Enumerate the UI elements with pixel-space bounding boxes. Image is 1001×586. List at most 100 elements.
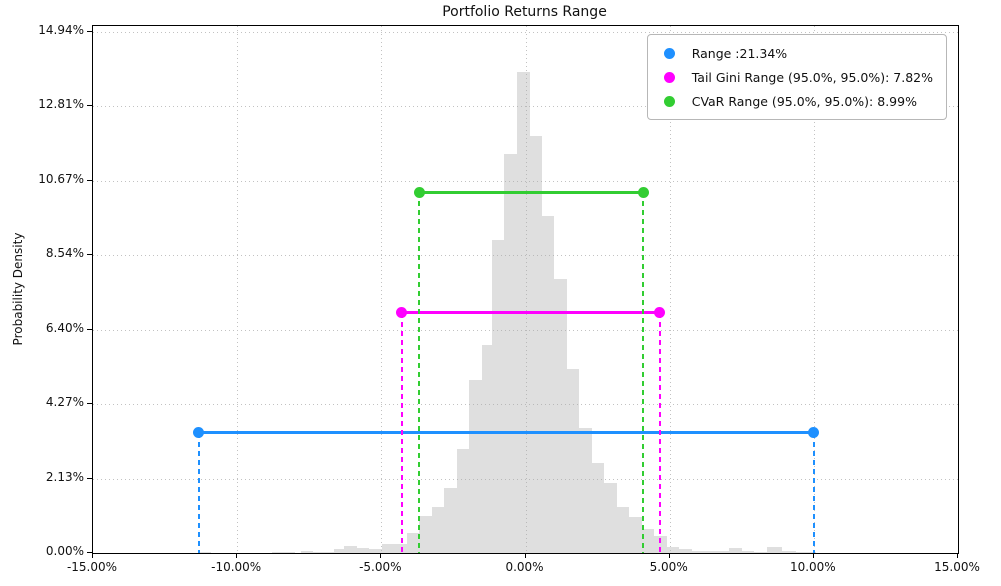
histogram-bar bbox=[591, 462, 605, 553]
cvar-vertical-dashed-line bbox=[642, 192, 645, 553]
histogram-bar bbox=[198, 551, 211, 553]
y-gridline bbox=[93, 106, 958, 108]
histogram-bar bbox=[795, 551, 809, 553]
cvar-marker-icon bbox=[637, 186, 649, 198]
histogram-bar bbox=[419, 515, 432, 553]
x-gridline bbox=[381, 26, 383, 553]
histogram-bar bbox=[381, 543, 395, 553]
legend: Range :21.34% Tail Gini Range (95.0%, 95… bbox=[646, 34, 947, 120]
histogram-bar bbox=[312, 551, 335, 553]
histogram-bar bbox=[529, 135, 542, 553]
legend-item-range: Range :21.34% bbox=[658, 41, 933, 65]
histogram-bar bbox=[579, 428, 592, 553]
y-tick-mark bbox=[87, 30, 92, 32]
x-tick-label: 10.00% bbox=[789, 560, 836, 574]
x-tick-mark bbox=[812, 553, 814, 558]
y-gridline bbox=[93, 255, 958, 257]
histogram-bar bbox=[431, 506, 445, 553]
y-gridline bbox=[93, 478, 958, 480]
legend-marker-cvar-icon bbox=[663, 95, 675, 107]
x-gridline bbox=[813, 26, 815, 553]
x-tick-label: 5.00% bbox=[649, 560, 688, 574]
x-tick-mark bbox=[524, 553, 526, 558]
histogram-bar bbox=[754, 551, 767, 553]
histogram-bar bbox=[766, 547, 783, 553]
plot-area: Range :21.34% Tail Gini Range (95.0%, 95… bbox=[92, 25, 959, 554]
range-marker-icon bbox=[808, 427, 820, 439]
y-gridline bbox=[93, 329, 958, 331]
range-vertical-dashed-line bbox=[197, 432, 200, 553]
histogram-bar bbox=[369, 549, 382, 553]
tail-gini-range-line bbox=[401, 311, 660, 315]
x-tick-label: 0.00% bbox=[505, 560, 544, 574]
y-tick-mark bbox=[87, 552, 92, 553]
legend-marker-range-icon bbox=[663, 47, 675, 59]
y-gridline bbox=[93, 31, 958, 33]
histogram-bar bbox=[406, 533, 420, 553]
range-marker-icon bbox=[193, 427, 205, 439]
histogram-bar bbox=[566, 369, 580, 553]
histogram-bar bbox=[704, 551, 717, 553]
y-tick-label: 10.67% bbox=[38, 171, 84, 186]
y-axis-label: Probability Density bbox=[11, 232, 25, 346]
tail-gini-vertical-dashed-line bbox=[658, 312, 661, 553]
range-range-line bbox=[198, 431, 814, 435]
histogram-bar bbox=[456, 449, 470, 553]
chart-title: Portfolio Returns Range bbox=[442, 4, 607, 20]
x-tick-mark bbox=[380, 553, 382, 558]
histogram-bar bbox=[334, 549, 345, 553]
cvar-range-line bbox=[419, 190, 644, 194]
y-tick-mark bbox=[87, 179, 92, 181]
legend-marker-tail-gini-icon bbox=[663, 71, 675, 83]
y-tick-mark bbox=[87, 403, 92, 404]
histogram-bar bbox=[394, 543, 407, 553]
histogram-bar bbox=[356, 547, 370, 553]
histogram-bar bbox=[444, 488, 457, 553]
y-tick-label: 6.40% bbox=[45, 320, 84, 335]
histogram-bar bbox=[691, 551, 705, 553]
y-tick-mark bbox=[87, 254, 92, 256]
histogram-bar bbox=[271, 551, 295, 553]
histogram-bar bbox=[491, 239, 505, 553]
x-tick-label: -5.00% bbox=[359, 560, 402, 574]
histogram-bar bbox=[782, 550, 796, 553]
x-tick-mark bbox=[957, 553, 958, 558]
y-gridline bbox=[93, 180, 958, 182]
y-tick-mark bbox=[87, 328, 92, 330]
histogram-bar bbox=[808, 551, 816, 553]
x-tick-mark bbox=[236, 553, 238, 558]
legend-label-cvar: CVaR Range (95.0%, 95.0%): 8.99% bbox=[691, 93, 917, 109]
y-tick-label: 0.00% bbox=[45, 544, 84, 558]
x-tick-label: -10.00% bbox=[211, 560, 262, 574]
y-tick-label: 12.81% bbox=[38, 97, 84, 112]
y-gridline bbox=[93, 404, 958, 405]
y-tick-mark bbox=[87, 477, 92, 479]
x-gridline bbox=[669, 26, 671, 553]
legend-label-tail-gini: Tail Gini Range (95.0%, 95.0%): 7.82% bbox=[691, 69, 933, 85]
cvar-marker-icon bbox=[413, 186, 425, 198]
histogram-bar bbox=[741, 550, 755, 553]
x-gridline bbox=[525, 26, 527, 553]
histogram-bar bbox=[504, 154, 517, 553]
legend-item-cvar: CVaR Range (95.0%, 95.0%): 8.99% bbox=[658, 89, 933, 113]
legend-item-tail-gini: Tail Gini Range (95.0%, 95.0%): 7.82% bbox=[658, 65, 933, 89]
cvar-vertical-dashed-line bbox=[418, 192, 421, 553]
histogram-bar bbox=[716, 550, 730, 553]
histogram-bar bbox=[629, 517, 642, 553]
histogram-bar bbox=[554, 279, 567, 553]
y-tick-label: 14.94% bbox=[38, 22, 84, 37]
histogram-bar bbox=[469, 380, 482, 553]
histogram-bar bbox=[616, 506, 630, 553]
y-tick-label: 8.54% bbox=[45, 246, 84, 261]
x-tick-mark bbox=[92, 553, 93, 558]
histogram-bar bbox=[604, 483, 617, 553]
tail-gini-vertical-dashed-line bbox=[400, 312, 403, 553]
histogram-bar bbox=[541, 216, 555, 553]
histogram-bar bbox=[641, 528, 655, 553]
histogram-bar bbox=[481, 344, 492, 553]
x-tick-label: -15.00% bbox=[66, 560, 118, 574]
range-vertical-dashed-line bbox=[812, 432, 815, 553]
x-tick-mark bbox=[668, 553, 670, 558]
histogram-bar bbox=[344, 545, 357, 553]
